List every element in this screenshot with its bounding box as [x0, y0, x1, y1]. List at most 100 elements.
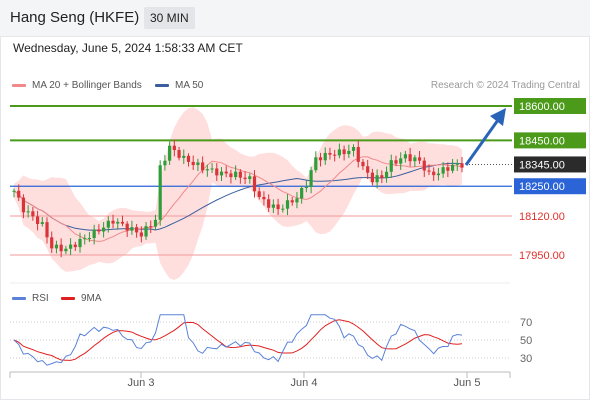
candle-body: [394, 160, 398, 164]
candle-body: [300, 187, 304, 199]
candle-body: [210, 168, 214, 170]
candle-body: [267, 199, 271, 208]
candle-body: [224, 171, 228, 174]
level-tag-label: 17950.00: [519, 250, 565, 262]
candle-body: [106, 220, 110, 228]
level-tag-label: 18345.00: [519, 159, 565, 171]
rsi-axis-70: 70: [520, 317, 532, 329]
candle-body: [309, 170, 313, 187]
candle-body: [201, 162, 205, 171]
candle-body: [102, 227, 106, 232]
candle-body: [229, 173, 233, 178]
candle-body: [31, 211, 35, 217]
candle-body: [413, 157, 417, 162]
candle-body: [351, 147, 356, 151]
level-tags: 18600.00 18450.00 18345.00 18250.00 18120.00…: [514, 98, 586, 262]
candlesticks: [12, 139, 464, 258]
candle-body: [163, 160, 167, 166]
candle-body: [389, 160, 393, 172]
candle-body: [191, 161, 195, 166]
x-axis-label-jun4: Jun 4: [291, 377, 318, 389]
candle-body: [219, 171, 224, 176]
candle-body: [281, 208, 285, 210]
candle-body: [78, 238, 82, 248]
ma50-swatch-icon: [155, 83, 169, 87]
legend-rsi-ma-label: 9MA: [81, 293, 102, 304]
timeframe-button[interactable]: 30 MIN: [144, 7, 195, 29]
candle-body: [342, 149, 346, 155]
candle-body: [45, 222, 49, 238]
candle-body: [370, 172, 374, 183]
candle-body: [238, 171, 242, 178]
candle-body: [375, 175, 379, 183]
candle-body: [436, 173, 441, 176]
candle-body: [73, 244, 77, 248]
candle-body: [139, 232, 143, 237]
legend-ma50-label: MA 50: [175, 80, 204, 91]
level-lines: [10, 105, 512, 256]
candle-body: [285, 200, 290, 209]
candle-body: [262, 196, 266, 200]
rsi-ma-swatch-icon: [61, 296, 75, 300]
candle-body: [87, 238, 92, 240]
candle-body: [455, 163, 459, 165]
chart-datetime: Wednesday, June 5, 2024 1:58:33 AM CET: [13, 41, 243, 55]
candle-body: [323, 152, 327, 161]
candle-body: [427, 170, 431, 172]
level-tag-label: 18250.00: [519, 181, 565, 193]
candle-body: [59, 244, 63, 252]
candle-body: [248, 176, 252, 180]
candle-body: [40, 222, 44, 224]
candle-body: [366, 166, 370, 173]
candle-body: [135, 227, 139, 233]
candle-body: [304, 186, 308, 188]
candle-body: [314, 157, 318, 171]
candle-body: [92, 229, 96, 239]
candle-body: [172, 145, 176, 151]
candle-body: [26, 211, 30, 213]
candle-body: [408, 154, 412, 162]
candle-body: [450, 164, 455, 171]
candle-body: [186, 155, 191, 162]
candle-body: [361, 161, 365, 167]
candle-body: [276, 204, 280, 210]
candle-body: [83, 238, 87, 240]
candle-body: [50, 237, 54, 249]
instrument-title: Hang Seng (HKFE): [10, 9, 140, 26]
candle-body: [290, 200, 294, 203]
candle-body: [384, 171, 389, 179]
candle-body: [403, 154, 408, 159]
candle-body: [12, 190, 16, 192]
candle-body: [196, 162, 200, 166]
candle-body: [120, 221, 125, 224]
candle-body: [177, 150, 181, 158]
level-tag-box: [514, 156, 586, 173]
legend-ma20-label: MA 20 + Bollinger Bands: [32, 80, 142, 91]
x-axis-label-jun3: Jun 3: [128, 377, 155, 389]
rsi-swatch-icon: [12, 296, 26, 300]
rsi-axis-50: 50: [520, 335, 532, 347]
candle-body: [54, 244, 59, 249]
candle-body: [328, 152, 332, 155]
candle-body: [399, 158, 403, 164]
candle-body: [182, 155, 186, 158]
candle-body: [153, 219, 158, 227]
candle-body: [243, 177, 247, 180]
projection-arrow: [464, 108, 506, 166]
level-tag-label: 18600.00: [519, 101, 565, 113]
candle-body: [116, 221, 120, 224]
candle-body: [295, 198, 299, 203]
legend-rsi: RSI: [12, 293, 49, 304]
candle-body: [347, 150, 351, 155]
legend-rsi-ma: 9MA: [61, 293, 102, 304]
ma20-line: [13, 156, 463, 243]
candle-body: [417, 157, 422, 161]
candle-body: [158, 165, 162, 220]
legend-ma20: MA 20 + Bollinger Bands: [12, 80, 142, 91]
bollinger-band: [14, 107, 462, 280]
candle-body: [252, 176, 257, 192]
level-tag-box: [514, 178, 586, 195]
x-axis-label-jun5: Jun 5: [454, 377, 481, 389]
rsi-pane: 70 50 30: [10, 314, 532, 366]
